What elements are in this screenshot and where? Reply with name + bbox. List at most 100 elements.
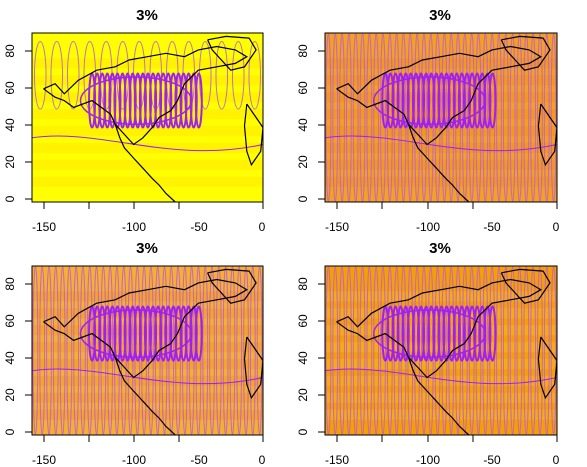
- y-tick-label: 0: [3, 428, 17, 435]
- coastline: [500, 35, 551, 71]
- contour-line: [523, 33, 530, 202]
- panel-title: 3%: [429, 7, 451, 24]
- map-plot-area: [325, 33, 557, 202]
- y-tick-label: 60: [3, 81, 17, 95]
- contour-line: [488, 72, 497, 129]
- contour-line: [373, 33, 380, 202]
- contour-line: [372, 76, 486, 126]
- y-tick-label: 40: [3, 118, 17, 132]
- contour-line: [372, 309, 486, 359]
- contour-line: [509, 266, 516, 435]
- contour-line: [482, 266, 489, 435]
- contour-line: [441, 33, 448, 202]
- contour-line: [39, 266, 46, 435]
- contour-line: [46, 266, 52, 435]
- x-tick-label: -50: [190, 453, 208, 467]
- y-tick-label: 0: [3, 195, 17, 202]
- contour-line: [194, 305, 203, 362]
- contour-line: [215, 40, 229, 110]
- contour-line: [148, 266, 154, 435]
- field-band: [325, 159, 557, 170]
- contour-line: [380, 33, 386, 202]
- contour-line: [325, 368, 557, 385]
- field-band: [32, 58, 263, 69]
- contour-line: [421, 33, 427, 202]
- x-axis: -150 -100 -50 0: [32, 434, 266, 467]
- field-band: [325, 176, 557, 187]
- contour-line: [332, 33, 339, 202]
- field-band: [32, 92, 263, 103]
- map-panel-3: 3% -150 -100 -50 0 0 20 40 60 80: [3, 240, 266, 467]
- field-band: [32, 291, 263, 302]
- contour-line: [86, 266, 93, 435]
- contour-line: [236, 266, 243, 435]
- field-band: [325, 109, 557, 120]
- field-band: [325, 291, 557, 302]
- contour-line: [188, 266, 195, 435]
- coastline: [336, 278, 542, 379]
- contour-line: [441, 266, 448, 435]
- y-tick-label: 20: [296, 155, 310, 169]
- x-tick-label: 0: [553, 220, 560, 234]
- contour-line: [496, 33, 502, 202]
- field-band: [325, 92, 557, 103]
- x-tick-label: -150: [32, 453, 56, 467]
- coastline: [43, 278, 248, 379]
- x-tick-label: -100: [122, 220, 146, 234]
- coastline: [537, 336, 557, 400]
- y-tick-label: 60: [296, 81, 310, 95]
- coastline: [336, 45, 542, 146]
- contour-line: [366, 33, 373, 202]
- field-band: [325, 142, 557, 153]
- coastline: [243, 103, 263, 167]
- contour-line: [543, 266, 550, 435]
- contour-line: [339, 33, 345, 202]
- contour-line: [66, 266, 73, 435]
- x-tick-label: -100: [122, 453, 146, 467]
- contour-line: [502, 33, 509, 202]
- contour-line: [516, 33, 523, 202]
- y-tick-label: 80: [296, 44, 310, 58]
- y-tick-label: 20: [3, 155, 17, 169]
- x-axis: -150 -100 -50 0: [32, 201, 266, 234]
- field-band: [32, 159, 263, 170]
- contour-line: [543, 33, 550, 202]
- x-tick-label: -150: [32, 220, 56, 234]
- y-tick-label: 60: [3, 314, 17, 328]
- x-tick-label: -100: [416, 220, 440, 234]
- coastline: [114, 124, 176, 202]
- contour-line: [66, 40, 80, 110]
- contour-line: [339, 266, 345, 435]
- y-axis: 0 20 40 60 80: [296, 33, 326, 202]
- contour-line: [231, 40, 245, 110]
- y-tick-label: 80: [3, 277, 17, 291]
- contour-line: [202, 266, 209, 435]
- x-tick-label: -150: [325, 453, 349, 467]
- contour-line: [496, 266, 502, 435]
- x-tick-label: -50: [483, 453, 501, 467]
- contour-line: [373, 266, 380, 435]
- contour-line: [345, 266, 352, 435]
- map-panel-2: 3% -150 -100 -50 0 0 20 40 60 80: [296, 7, 560, 234]
- field-band: [325, 342, 557, 353]
- field-band: [325, 308, 557, 319]
- y-axis: 0 20 40 60 80: [3, 33, 33, 202]
- y-axis: 0 20 40 60 80: [3, 266, 33, 435]
- map-plot-area: [325, 266, 557, 435]
- contour-line: [229, 266, 236, 435]
- contour-line: [502, 266, 509, 435]
- contour-line: [215, 266, 222, 435]
- field-band: [32, 142, 263, 153]
- contour-line: [325, 266, 332, 435]
- map-plot-area: [32, 266, 263, 435]
- x-tick-label: 0: [553, 453, 560, 467]
- y-tick-label: 0: [296, 428, 310, 435]
- field-band: [325, 325, 557, 336]
- contour-line: [509, 33, 516, 202]
- contour-line: [79, 309, 193, 359]
- contour-line: [32, 135, 263, 152]
- contour-line: [59, 266, 66, 435]
- y-tick-label: 40: [3, 351, 17, 365]
- map-plot-area: [32, 33, 263, 202]
- contour-line: [127, 266, 134, 435]
